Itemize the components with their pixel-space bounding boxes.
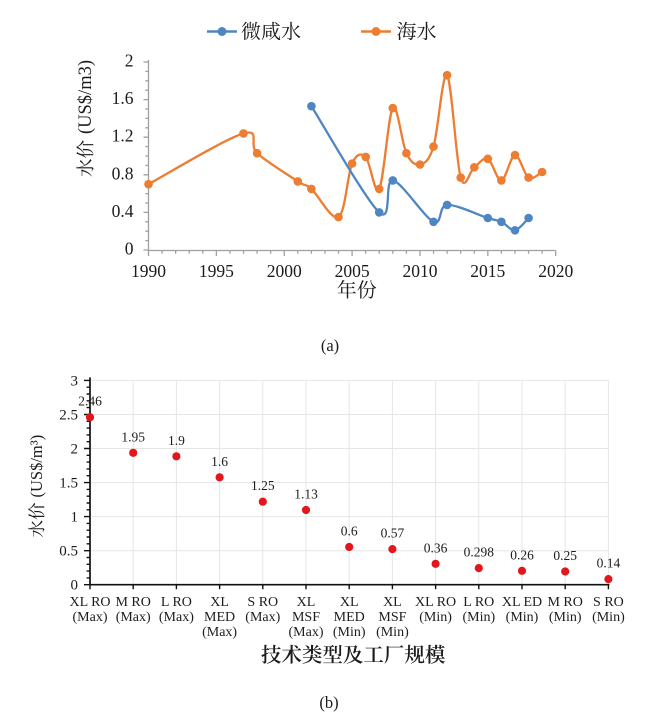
svg-text:0.298: 0.298 bbox=[464, 545, 495, 560]
svg-text:1995: 1995 bbox=[199, 261, 234, 281]
svg-text:(Max): (Max) bbox=[73, 610, 108, 625]
svg-text:MED: MED bbox=[204, 610, 235, 625]
svg-text:(Min): (Min) bbox=[376, 625, 409, 640]
svg-text:XL: XL bbox=[340, 595, 359, 610]
svg-text:XL ED: XL ED bbox=[502, 595, 542, 610]
svg-text:2: 2 bbox=[71, 442, 79, 458]
svg-text:(Min): (Min) bbox=[592, 610, 625, 625]
svg-text:2020: 2020 bbox=[538, 261, 573, 281]
svg-text:XL RO: XL RO bbox=[415, 595, 456, 610]
svg-text:0.25: 0.25 bbox=[553, 548, 577, 563]
svg-text:0.14: 0.14 bbox=[597, 556, 621, 571]
svg-text:L RO: L RO bbox=[463, 595, 494, 610]
svg-text:1.6: 1.6 bbox=[112, 88, 134, 108]
svg-text:2005: 2005 bbox=[335, 261, 370, 281]
svg-text:(Min): (Min) bbox=[462, 610, 495, 625]
svg-text:2.46: 2.46 bbox=[78, 394, 102, 409]
svg-text:1: 1 bbox=[71, 510, 79, 526]
svg-text:0.8: 0.8 bbox=[112, 163, 134, 183]
svg-text:(Max): (Max) bbox=[245, 610, 280, 625]
svg-text:(Min): (Min) bbox=[506, 610, 539, 625]
svg-text:0.6: 0.6 bbox=[341, 524, 358, 539]
svg-text:0: 0 bbox=[125, 239, 134, 259]
svg-text:(Max): (Max) bbox=[202, 625, 237, 640]
svg-text:XL: XL bbox=[297, 595, 316, 610]
svg-text:1990: 1990 bbox=[131, 261, 166, 281]
svg-text:(a): (a) bbox=[321, 336, 339, 355]
svg-text:0.26: 0.26 bbox=[510, 547, 534, 562]
svg-text:(US$/m3): (US$/m3) bbox=[76, 60, 96, 134]
svg-text:MED: MED bbox=[334, 610, 365, 625]
svg-text:XL: XL bbox=[210, 595, 229, 610]
svg-text:1.9: 1.9 bbox=[168, 433, 185, 448]
svg-text:0.5: 0.5 bbox=[59, 544, 78, 560]
svg-text:2: 2 bbox=[125, 51, 134, 71]
svg-text:MSF: MSF bbox=[292, 610, 320, 625]
svg-text:(US$/m³): (US$/m³) bbox=[27, 435, 46, 498]
svg-text:XL: XL bbox=[383, 595, 402, 610]
svg-text:M RO: M RO bbox=[115, 595, 150, 610]
svg-text:L RO: L RO bbox=[161, 595, 192, 610]
svg-text:(Min): (Min) bbox=[419, 610, 452, 625]
svg-text:(Max): (Max) bbox=[116, 610, 151, 625]
svg-text:M RO: M RO bbox=[547, 595, 582, 610]
svg-text:S RO: S RO bbox=[247, 595, 278, 610]
svg-text:S RO: S RO bbox=[593, 595, 624, 610]
svg-text:0.57: 0.57 bbox=[381, 526, 405, 541]
svg-text:1.5: 1.5 bbox=[59, 476, 78, 492]
svg-text:1.6: 1.6 bbox=[211, 454, 228, 469]
svg-text:1.25: 1.25 bbox=[251, 478, 275, 493]
svg-text:(Min): (Min) bbox=[333, 625, 366, 640]
svg-text:(Max): (Max) bbox=[159, 610, 194, 625]
svg-text:1.2: 1.2 bbox=[112, 126, 134, 146]
svg-text:0.36: 0.36 bbox=[424, 540, 448, 555]
svg-text:3: 3 bbox=[71, 373, 79, 389]
svg-text:2000: 2000 bbox=[267, 261, 302, 281]
svg-text:2010: 2010 bbox=[403, 261, 438, 281]
svg-text:(Min): (Min) bbox=[549, 610, 582, 625]
svg-text:2.5: 2.5 bbox=[59, 408, 78, 424]
svg-text:MSF: MSF bbox=[378, 610, 406, 625]
svg-text:XL RO: XL RO bbox=[69, 595, 110, 610]
svg-text:2015: 2015 bbox=[470, 261, 505, 281]
svg-text:1.95: 1.95 bbox=[121, 429, 145, 444]
svg-text:0.4: 0.4 bbox=[112, 201, 134, 221]
svg-text:0: 0 bbox=[71, 578, 79, 594]
svg-text:(Max): (Max) bbox=[289, 625, 324, 640]
svg-text:(b): (b) bbox=[319, 693, 338, 712]
svg-text:1.13: 1.13 bbox=[294, 487, 318, 502]
